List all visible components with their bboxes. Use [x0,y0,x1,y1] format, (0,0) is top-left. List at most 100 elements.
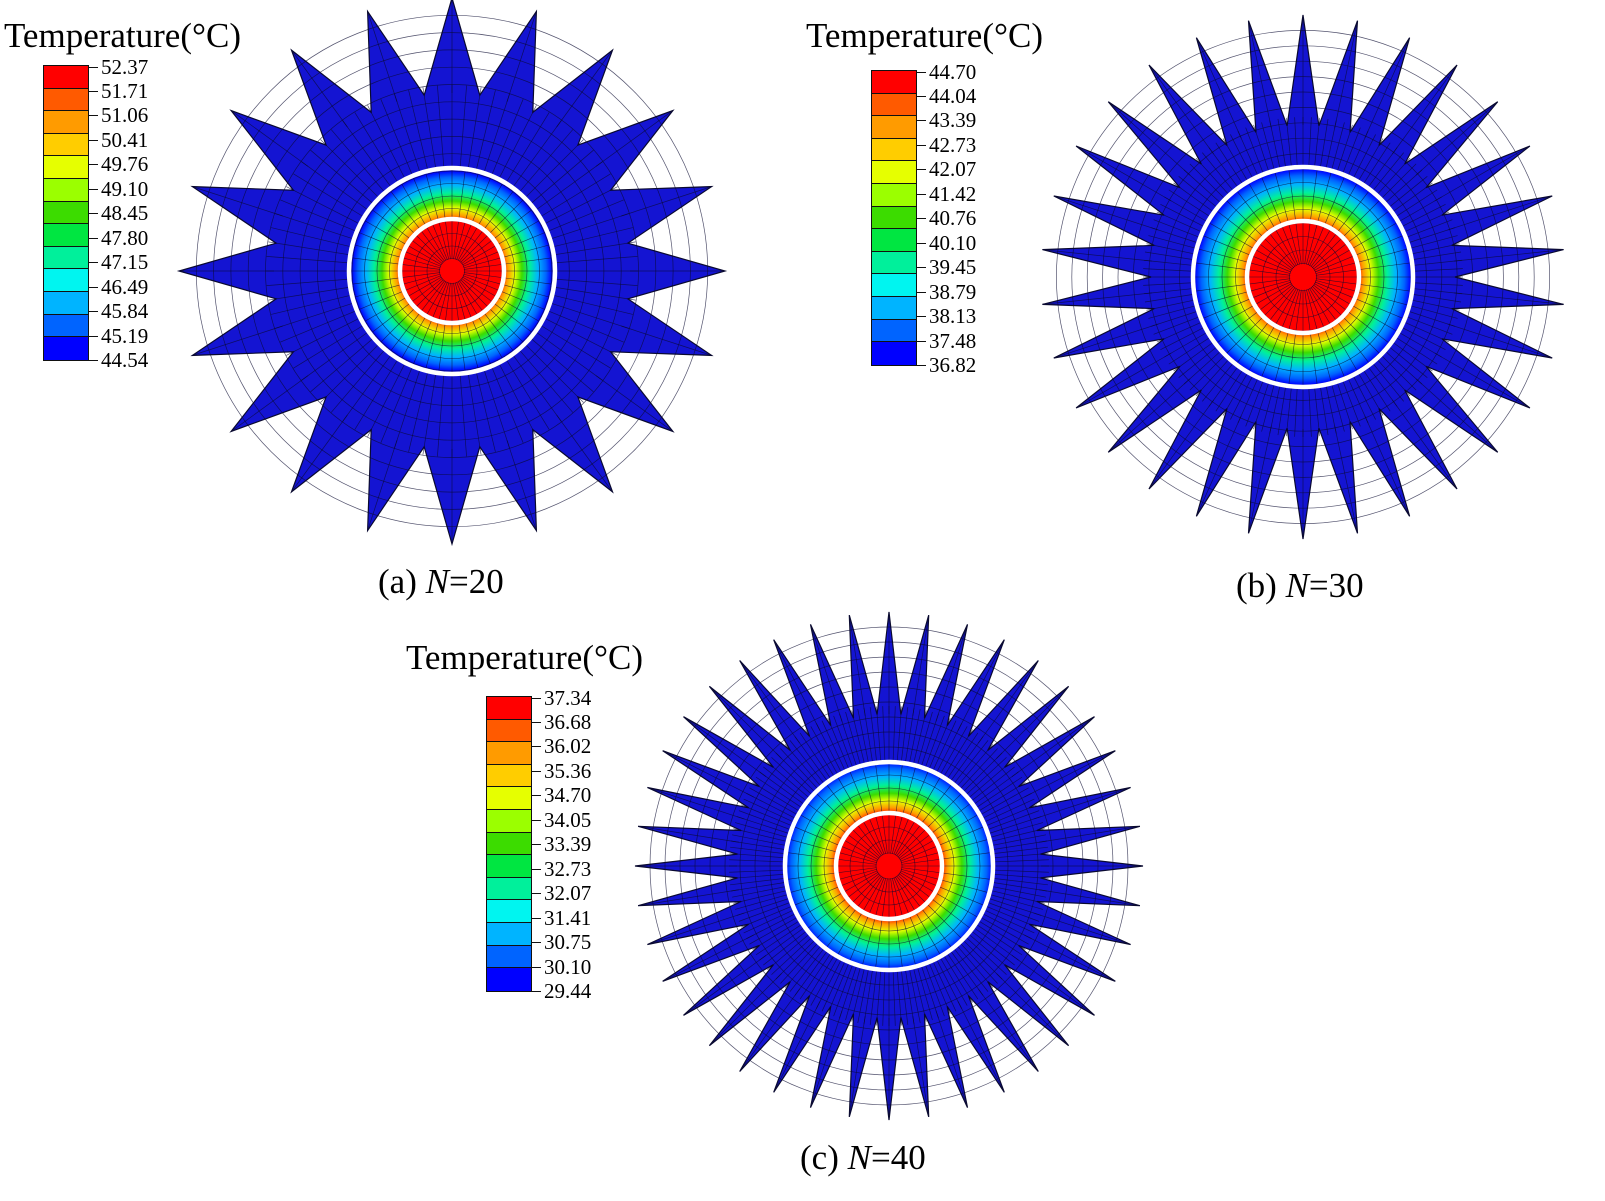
legend-band [44,314,88,338]
legend-tick [532,917,541,919]
legend-band [872,274,916,297]
legend-tick-label: 39.45 [929,255,977,280]
legend-tick-label: 36.68 [544,709,592,734]
legend-tick [917,316,926,318]
caption-value: =40 [870,1138,926,1177]
legend-band [872,93,916,117]
finned-tube-temperature-contour [1042,14,1564,540]
legend-band [872,71,916,94]
legend-tick [917,291,926,293]
legend-tick [917,340,926,342]
legend-tick-label: 44.54 [101,348,149,373]
legend-tick [917,95,926,97]
legend-tick [532,844,541,846]
legend-tick-label: 52.37 [101,54,149,79]
legend-tick [89,164,98,166]
legend-tick-label: 32.73 [544,856,592,881]
caption-variable: N [1285,566,1309,605]
legend-tick-label: 30.75 [544,930,592,955]
legend-band [44,156,88,179]
legend-band [487,877,531,901]
legend-band [487,697,531,720]
legend-tick-label: 48.45 [101,201,149,226]
legend-tick [89,66,98,68]
legend-band [487,742,531,765]
legend-title: Temperature(°C) [406,638,643,677]
finned-tube-temperature-contour [176,0,728,547]
legend-tick [532,795,541,797]
legend-tick-label: 32.07 [544,881,592,906]
legend-band [44,133,88,157]
legend-tick [89,213,98,215]
mesh-lines [635,612,1143,1120]
legend-tick [89,115,98,117]
legend-tick [917,267,926,269]
legend-tick [917,218,926,220]
caption-variable: N [425,562,449,601]
legend-tick [532,697,541,699]
legend-band [44,291,88,315]
legend-tick-label: 45.19 [101,323,149,348]
legend-tick-label: 37.48 [929,328,977,353]
mesh-lines [1042,15,1564,539]
legend-title: Temperature(°C) [806,16,1043,55]
legend-tick [917,242,926,244]
legend-tick-label: 45.84 [101,299,149,324]
legend-tick [89,286,98,288]
legend-tick [89,237,98,239]
legend-tick-label: 51.71 [101,78,149,103]
legend-tick-label: 50.41 [101,127,149,152]
legend-tick-label: 38.13 [929,304,977,329]
legend-band [487,855,531,878]
caption-prefix: (b) [1236,566,1286,605]
caption: (a) N=20 [378,564,504,599]
legend-tick [917,71,926,73]
legend-band [487,832,531,856]
legend-tick-label: 36.82 [929,353,977,378]
legend-title: Temperature(°C) [4,16,241,55]
legend-band [872,138,916,162]
legend-tick [532,991,541,993]
legend-tick [89,90,98,92]
legend-band [487,900,531,923]
legend-tick-label: 33.39 [544,832,592,857]
outer-tube-wall [782,759,996,973]
legend-tick [917,193,926,195]
legend-tick-label: 51.06 [101,103,149,128]
legend-tick [532,893,541,895]
legend-tick-label: 47.80 [101,225,149,250]
legend-tick-label: 40.10 [929,230,977,255]
legend-band [487,719,531,743]
legend-tick-label: 34.70 [544,783,592,808]
legend-tick [532,721,541,723]
legend-tick-label: 44.70 [929,59,977,84]
caption: (c) N=40 [800,1140,926,1175]
legend-tick-label: 30.10 [544,954,592,979]
legend-band [44,337,88,360]
legend-tick [89,311,98,313]
legend-band [44,178,88,202]
legend-band [872,116,916,139]
legend-tick [89,335,98,337]
legend-band [44,88,88,112]
legend-tick-label: 44.04 [929,83,977,108]
legend-tick-label: 35.36 [544,758,592,783]
outer-tube-wall [346,165,558,377]
legend-band [44,201,88,225]
legend-tick [532,746,541,748]
legend-tick-label: 49.76 [101,152,149,177]
legend-tick-label: 49.10 [101,176,149,201]
inner-tube-wall [833,810,945,922]
legend-tick [532,942,541,944]
legend-tick-label: 42.73 [929,132,977,157]
legend-band [872,161,916,184]
legend-band [872,342,916,365]
legend-tick-label: 36.02 [544,734,592,759]
mesh-lines [179,0,725,544]
caption-variable: N [847,1138,871,1177]
legend-band [872,229,916,252]
caption-value: =30 [1308,566,1364,605]
inner-tube-wall [397,216,507,326]
legend-color-bar [43,65,89,361]
legend-tick [89,139,98,141]
